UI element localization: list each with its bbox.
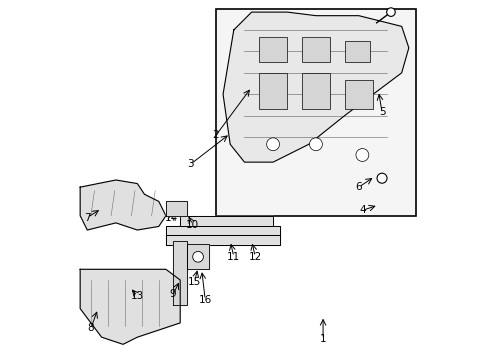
Bar [301, 73, 329, 109]
Circle shape [386, 8, 394, 17]
Polygon shape [80, 180, 165, 230]
Circle shape [192, 251, 203, 262]
Circle shape [266, 138, 279, 151]
Text: 6: 6 [355, 182, 362, 192]
Polygon shape [223, 12, 408, 162]
Circle shape [376, 173, 386, 183]
Text: 13: 13 [130, 291, 143, 301]
Text: 9: 9 [169, 289, 176, 299]
Text: 15: 15 [187, 277, 201, 287]
Text: 3: 3 [187, 159, 194, 169]
Text: 16: 16 [198, 295, 211, 305]
Circle shape [309, 138, 322, 151]
Circle shape [355, 149, 368, 161]
Polygon shape [165, 202, 187, 216]
Text: 1: 1 [319, 334, 325, 344]
Text: 14: 14 [164, 212, 178, 222]
Polygon shape [165, 226, 280, 235]
Polygon shape [180, 216, 272, 226]
Bar [344, 80, 372, 109]
Bar [258, 37, 287, 62]
Bar [301, 37, 329, 62]
Text: 12: 12 [248, 252, 261, 262]
Text: 5: 5 [378, 107, 385, 117]
Bar [216, 9, 415, 216]
Text: 2: 2 [212, 130, 219, 140]
Text: 4: 4 [358, 205, 365, 215]
Polygon shape [165, 235, 280, 245]
Bar [258, 73, 287, 109]
Text: 7: 7 [84, 212, 90, 222]
Text: 10: 10 [186, 220, 199, 230]
Polygon shape [173, 241, 187, 305]
Text: 11: 11 [227, 252, 240, 262]
Bar [344, 41, 369, 62]
Text: 8: 8 [87, 323, 94, 333]
Polygon shape [187, 244, 208, 269]
Text: 4: 4 [259, 93, 265, 103]
Polygon shape [80, 269, 180, 344]
